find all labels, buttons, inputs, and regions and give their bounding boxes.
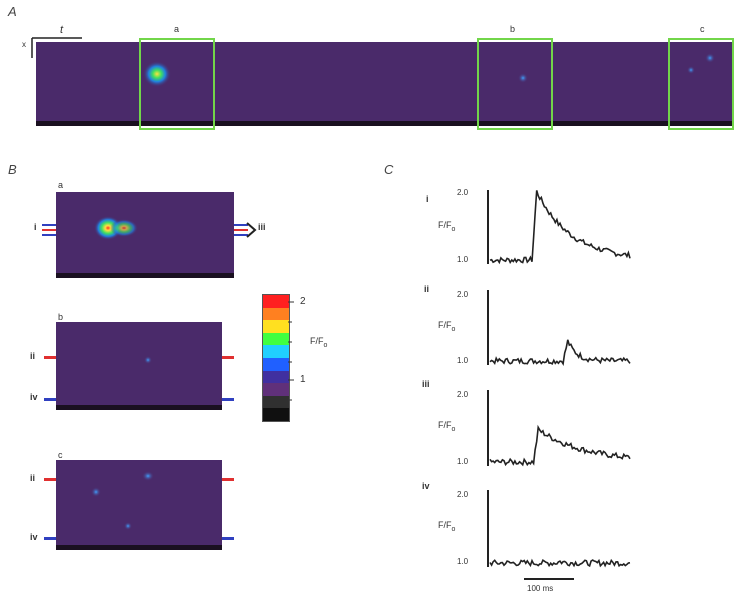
trace-iv-label: iv	[422, 481, 430, 491]
image-b-b-label: b	[58, 312, 64, 322]
colorbar-ticks	[288, 301, 294, 401]
colorbar-segment	[263, 408, 289, 421]
image-b-c	[56, 460, 222, 550]
trace-line-ii	[489, 339, 631, 367]
marker-ii-left-bb	[44, 356, 56, 359]
trace-ii-ytop: 2.0	[457, 290, 469, 299]
marker-iv-right-bb	[222, 398, 234, 401]
trace-ii-ybottom: 1.0	[457, 356, 469, 365]
marker-i-label-ba: i	[34, 222, 37, 232]
roi-box-b	[477, 38, 553, 130]
trace-iv-ytop: 2.0	[457, 490, 469, 499]
marker-i-blue-line	[42, 234, 56, 236]
roi-box-c	[668, 38, 734, 130]
spark-a	[143, 61, 171, 87]
colorbar-segment	[263, 370, 289, 384]
axis-x-label: x	[22, 40, 26, 49]
roi-label-a: a	[174, 24, 180, 34]
axis-t-label: t	[60, 24, 64, 36]
marker-ii-right-bb	[222, 356, 234, 359]
trace-i-ybottom: 1.0	[457, 255, 469, 264]
linescan-image-a	[36, 42, 732, 126]
trace-i-ylabel: F/Fo	[438, 220, 456, 233]
marker-iv-right-bc	[222, 537, 234, 540]
image-b-a-label: a	[58, 180, 64, 190]
marker-iii-bottom	[234, 234, 248, 236]
roi-box-a	[139, 38, 215, 130]
colorbar-segment	[263, 320, 289, 333]
marker-i-red-line	[42, 229, 56, 231]
marker-i-red	[42, 224, 56, 226]
colorbar	[262, 294, 290, 422]
colorbar-segment	[263, 295, 289, 308]
roi-label-c: c	[700, 24, 705, 34]
colorbar-segment	[263, 345, 289, 358]
panel-a-letter: A	[8, 4, 17, 19]
colorbar-segment	[263, 357, 289, 371]
marker-iv-left-bc	[44, 537, 56, 540]
marker-ii-left-bc	[44, 478, 56, 481]
trace-ii-label: ii	[424, 284, 430, 294]
image-b-a	[56, 192, 234, 278]
marker-ii-right-bc	[222, 478, 234, 481]
marker-iv-label-bc: iv	[30, 532, 38, 542]
trace-iv-ylabel: F/Fo	[438, 520, 456, 533]
scale-bar-line	[524, 578, 574, 580]
trace-line-iii	[489, 424, 631, 467]
bracket-iii	[246, 222, 257, 238]
trace-ii-ylabel: F/Fo	[438, 320, 456, 333]
marker-iii-label-ba: iii	[258, 222, 266, 232]
colorbar-segment	[263, 383, 289, 396]
colorbar-segment	[263, 395, 289, 409]
trace-line-iv	[489, 558, 631, 568]
roi-label-b: b	[510, 24, 516, 34]
trace-iii-ylabel: F/Fo	[438, 420, 456, 433]
marker-ii-label-bc: ii	[30, 473, 36, 483]
colorbar-label: F/Fo	[310, 336, 328, 349]
marker-ii-label-bb: ii	[30, 351, 36, 361]
traces-panel	[487, 190, 631, 568]
trace-line-i	[489, 190, 631, 265]
panel-a-axis-indicator	[31, 37, 82, 58]
marker-iv-left-bb	[44, 398, 56, 401]
trace-i-ytop: 2.0	[457, 188, 469, 197]
marker-iii-red	[234, 229, 248, 231]
trace-iii-ybottom: 1.0	[457, 457, 469, 466]
colorbar-tick-1: 1	[300, 374, 306, 385]
panel-c-letter: C	[384, 162, 394, 177]
image-b-c-label: c	[58, 450, 63, 460]
scale-bar-label: 100 ms	[527, 584, 554, 593]
colorbar-segment	[263, 332, 289, 346]
trace-iii-label: iii	[422, 379, 430, 389]
trace-iii-ytop: 2.0	[457, 390, 469, 399]
marker-iv-label-bb: iv	[30, 392, 38, 402]
trace-iv-ybottom: 1.0	[457, 557, 469, 566]
marker-iii-top	[234, 224, 248, 226]
colorbar-segment	[263, 307, 289, 321]
image-b-b	[56, 322, 222, 410]
trace-i-label: i	[426, 194, 429, 204]
panel-b-letter: B	[8, 162, 17, 177]
colorbar-tick-2: 2	[300, 296, 306, 307]
